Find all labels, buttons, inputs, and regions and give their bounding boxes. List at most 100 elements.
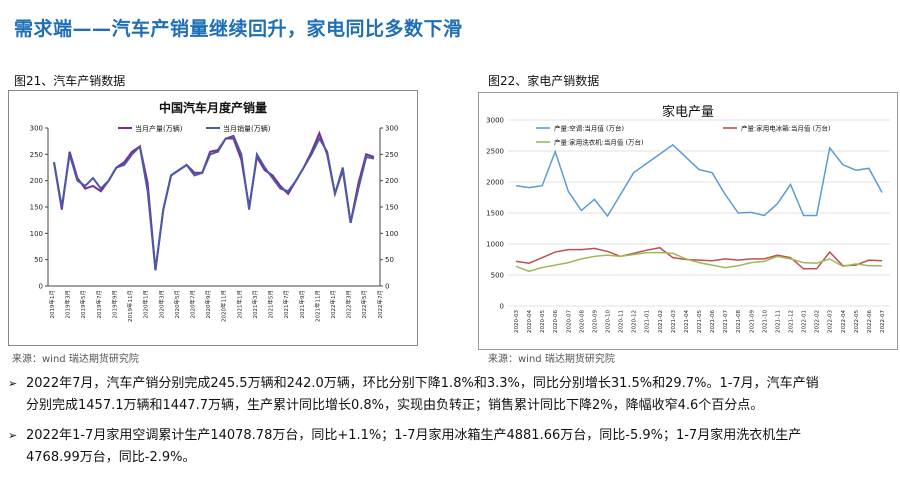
appliance-chart-container: 家电产量 0 500 1000 1500 2000 2500 3000 2020-03 2020-… — [478, 92, 898, 350]
x-tick-label: 2020年3月 — [157, 290, 165, 319]
x-tick-label: 2022-05 — [854, 310, 860, 333]
y-tick-label-right: 100 — [385, 230, 398, 238]
y-tick-label-right: 300 — [385, 125, 398, 133]
y-tick-label-left: 150 — [30, 204, 43, 212]
x-tick-label: 2022-02 — [815, 310, 821, 333]
y-tick-label: 2000 — [486, 179, 504, 187]
y-tick-label-right: 0 — [385, 283, 389, 291]
y-tick-label: 1500 — [486, 210, 504, 218]
x-tick-label: 2019年3月 — [64, 290, 72, 319]
x-tick-label: 2021-05 — [697, 310, 703, 333]
chart-title: 中国汽车月度产销量 — [159, 100, 267, 115]
y-tick-label: 1000 — [486, 241, 504, 249]
x-tick-label: 2020-04 — [527, 310, 533, 333]
bullet-arrow-icon: ➢ — [8, 429, 18, 442]
x-tick-label: 2022-07 — [880, 310, 886, 333]
x-tick-label: 2019年9月 — [110, 290, 118, 319]
x-tick-label: 2020年5月 — [173, 290, 181, 319]
x-tick-label: 2020-07 — [566, 310, 572, 333]
x-tick-label: 2020年9月 — [204, 290, 212, 319]
x-tick-label: 2022-06 — [867, 310, 873, 333]
legend-label: 产量:空调:当月值 (万台) — [554, 124, 624, 133]
chart-frame — [478, 92, 898, 350]
x-tick-label: 2020年1月 — [142, 290, 150, 319]
series-line-fridge — [515, 246, 883, 270]
figure21-label: 图21、汽车产销数据 — [14, 74, 126, 88]
x-tick-label: 2020-06 — [553, 310, 559, 333]
series-line-sales — [53, 134, 375, 271]
x-tick-label: 2021-06 — [710, 310, 716, 333]
y-tick-label-right: 150 — [385, 204, 398, 212]
y-tick-label-left: 50 — [34, 256, 43, 264]
series-line-aircon — [515, 143, 883, 218]
x-tick-label: 2021年5月 — [267, 290, 275, 319]
legend-label: 当月销量(万辆) — [223, 124, 271, 133]
y-tick-label-right: 50 — [385, 256, 394, 264]
bullet-arrow-icon: ➢ — [8, 377, 18, 390]
x-tick-label: 2020-03 — [514, 310, 520, 333]
y-tick-label-right: 200 — [385, 177, 398, 185]
figure21-source: 来源：wind 瑞达期货研究院 — [12, 354, 139, 365]
x-tick-label: 2021-12 — [789, 310, 795, 333]
bullet-appliance-line1: 2022年1-7月家用空调累计生产14078.78万台，同比+1.1%；1-7月… — [26, 428, 802, 443]
x-tick-label: 2022-01 — [802, 310, 808, 333]
x-tick-label: 2021年11月 — [313, 290, 321, 322]
y-tick-label: 3000 — [486, 117, 504, 125]
x-tick-label: 2020-11 — [619, 310, 625, 333]
figure22-source: 来源：wind 瑞达期货研究院 — [488, 354, 615, 365]
x-tick-label: 2019年1月 — [48, 290, 56, 319]
bullet-appliance: ➢ 2022年1-7月家用空调累计生产14078.78万台，同比+1.1%；1-7… — [8, 425, 890, 469]
x-tick-label: 2021年7月 — [282, 290, 290, 319]
bullet-auto: ➢ 2022年7月，汽车产销分别完成245.5万辆和242.0万辆，环比分别下降1… — [8, 373, 890, 417]
x-tick-label: 2021-10 — [762, 310, 768, 333]
x-tick-label: 2021-03 — [671, 310, 677, 333]
x-tick-label: 2020年11月 — [220, 290, 228, 322]
legend-label: 产量:家用洗衣机:当月值 (万台) — [554, 138, 644, 147]
x-tick-label: 2021年3月 — [251, 290, 259, 319]
y-tick-label-left: 0 — [39, 283, 43, 291]
x-tick-label: 2021-01 — [645, 310, 651, 333]
x-tick-label: 2019年7月 — [95, 290, 103, 319]
x-tick-label: 2020-10 — [606, 310, 612, 333]
x-tick-label: 2020-09 — [592, 310, 598, 333]
x-tick-label: 2020年7月 — [188, 290, 196, 319]
x-tick-label: 2021-09 — [749, 310, 755, 333]
x-tick-label: 2020-08 — [579, 310, 585, 333]
x-tick-label: 2019年5月 — [79, 290, 87, 319]
legend-label: 产量:家用电冰箱:当月值 (万台) — [741, 124, 831, 133]
x-tick-label: 2021-02 — [658, 310, 664, 333]
y-tick-label: 2500 — [486, 148, 504, 156]
y-tick-label: 500 — [491, 272, 504, 280]
x-tick-label: 2022-03 — [828, 310, 834, 333]
series-line-washer — [515, 251, 882, 273]
figure22-label: 图22、家电产销数据 — [488, 74, 600, 88]
x-tick-label: 2021-04 — [684, 310, 690, 333]
x-tick-label: 2019年11月 — [126, 290, 134, 322]
x-tick-label: 2022年3月 — [345, 290, 353, 319]
y-tick-label-left: 300 — [30, 125, 43, 133]
x-tick-label: 2021年1月 — [235, 290, 243, 319]
bullet-appliance-line2: 4768.99万台，同比-2.9%。 — [26, 450, 196, 465]
x-tick-label: 2022年1月 — [329, 290, 337, 319]
x-tick-label: 2022年5月 — [360, 290, 368, 319]
x-tick-label: 2021-08 — [736, 310, 742, 333]
x-tick-label: 2021年9月 — [298, 290, 306, 319]
bullet-auto-line1: 2022年7月，汽车产销分别完成245.5万辆和242.0万辆，环比分别下降1.… — [26, 376, 819, 391]
y-tick-label-left: 200 — [30, 177, 43, 185]
y-tick-label-right: 250 — [385, 151, 398, 159]
legend-label: 当月产量(万辆) — [135, 124, 183, 133]
y-tick-label-left: 250 — [30, 151, 43, 159]
x-tick-label: 2021-11 — [775, 310, 781, 333]
y-tick-label-left: 100 — [30, 230, 43, 238]
y-tick-label: 0 — [500, 303, 504, 311]
car-chart-container: 中国汽车月度产销量当月产量(万辆) 当月销量(万辆) 0 0 50 50 100 100 150… — [8, 90, 418, 346]
x-tick-label: 2020-05 — [540, 310, 546, 333]
x-tick-label: 2022年7月 — [376, 290, 384, 319]
x-tick-label: 2021-07 — [723, 310, 729, 333]
chart-title: 家电产量 — [662, 104, 714, 120]
x-tick-label: 2022-04 — [841, 310, 847, 333]
appliance-production-chart: 家电产量 0 500 1000 1500 2000 2500 3000 2020-03 2020-… — [478, 92, 898, 350]
page-title: 需求端——汽车产销量继续回升，家电同比多数下滑 — [14, 18, 463, 40]
bullet-auto-line2: 分别完成1457.1万辆和1447.7万辆，生产累计同比增长0.8%，实现由负转… — [26, 398, 764, 413]
